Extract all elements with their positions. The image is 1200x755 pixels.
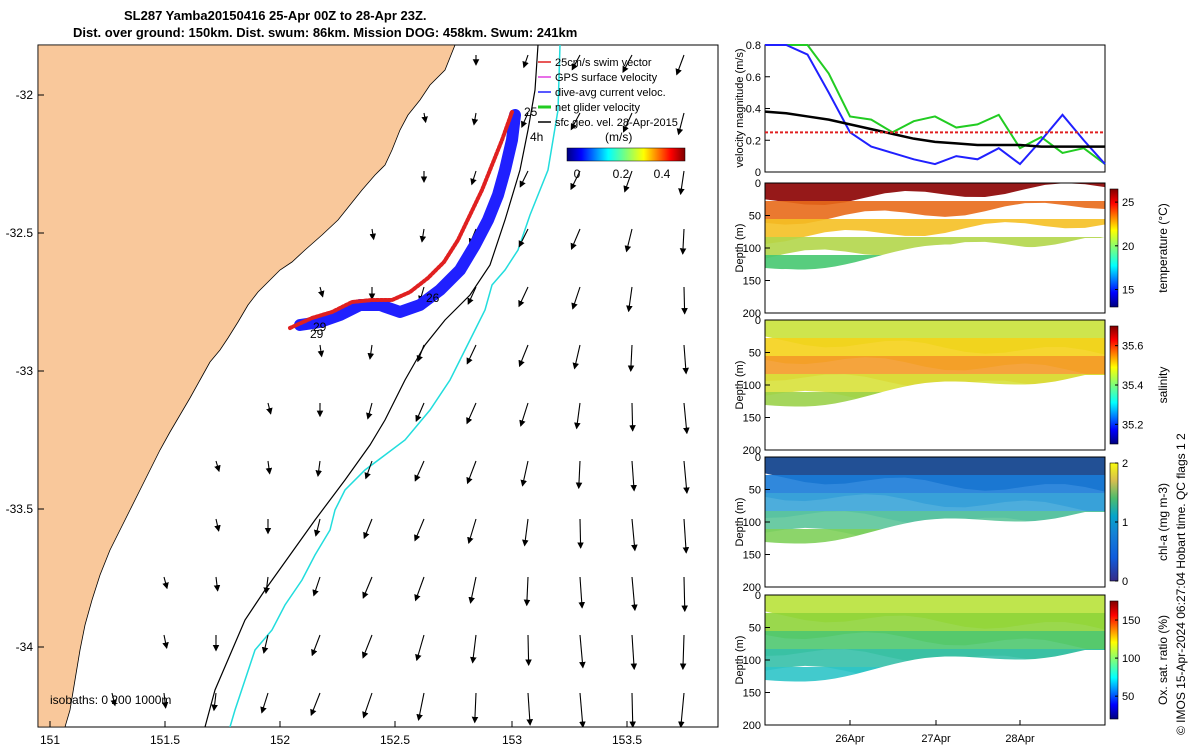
colorbar-tick-label: 100: [1122, 653, 1140, 665]
colorbar-label: temperature (°C): [1156, 203, 1170, 293]
map-panel: 25 26 29 29 4h isobaths: 0 200 1000m 151…: [6, 45, 718, 747]
depth-tick-label: 0: [755, 315, 761, 327]
depth-tick-label: 150: [743, 276, 761, 288]
velocity-tick-label: 0.4: [746, 104, 761, 116]
depth-tick-label: 50: [749, 485, 761, 497]
depth-axis-label: Depth (m): [734, 498, 746, 547]
depth-axis-label: Depth (m): [734, 636, 746, 685]
lon-tick-label: 153: [502, 733, 522, 747]
map-title-line2: Dist. over ground: 150km. Dist. swum: 86…: [73, 25, 577, 40]
velocity-tick-label: 0.6: [746, 72, 761, 84]
lon-tick-label: 153.5: [612, 733, 642, 747]
legend-entry: dive-avg current veloc.: [555, 87, 666, 99]
depth-tick-label: 50: [749, 348, 761, 360]
depth-tick-label: 150: [743, 550, 761, 562]
colorbar-tick-label: 50: [1122, 691, 1134, 703]
depth-tick-label: 50: [749, 623, 761, 635]
map-title-line1: SL287 Yamba20150416 25-Apr 00Z to 28-Apr…: [124, 8, 427, 23]
colorbar-tick-label: 150: [1122, 615, 1140, 627]
velocity-panel: 00.20.40.60.8 velocity magnitude (m/s): [734, 40, 1105, 179]
velocity-arrow: [528, 635, 529, 665]
colorbar-tick-label: 35.2: [1122, 419, 1143, 431]
colorbar-label: salinity: [1156, 367, 1170, 404]
depth-tick-label: 200: [743, 720, 761, 732]
colorbar-tick-label: 1: [1122, 517, 1128, 529]
footer-credit: © IMOS 15-Apr-2024 06:27:04 Hobart time.…: [1174, 433, 1188, 735]
depth-tick-label: 150: [743, 688, 761, 700]
depth-tick-label: 150: [743, 413, 761, 425]
colorbar-tick-label: 2: [1122, 458, 1128, 470]
lat-tick-label: -33.5: [6, 502, 34, 516]
speed-colorbar-tick: 0.4: [654, 167, 671, 181]
depth-tick-label: 0: [755, 452, 761, 464]
lat-tick-label: -32.5: [6, 226, 34, 240]
time-tick-label: 26Apr: [835, 733, 865, 745]
lat-tick-label: -33: [16, 364, 34, 378]
colorbar-unit-label: (m/s): [605, 130, 632, 144]
colorbar-tick-label: 35.6: [1122, 341, 1143, 353]
colorbar-tick-label: 25: [1122, 197, 1134, 209]
variable-colorbar: [1110, 601, 1118, 719]
lon-tick-label: 152.5: [380, 733, 410, 747]
legend-entry: sfc geo. vel. 28-Apr-2015: [555, 117, 678, 129]
depth-tick-label: 0: [755, 590, 761, 602]
legend-entry: net glider velocity: [555, 102, 640, 114]
time-tick-label: 28Apr: [1005, 733, 1035, 745]
depth-axis-label: Depth (m): [734, 224, 746, 273]
velocity-tick-label: 0.8: [746, 40, 761, 52]
velocity-tick-label: 0.2: [746, 135, 761, 147]
lat-tick-label: -34: [16, 640, 34, 654]
lat-tick-label: -32: [16, 88, 34, 102]
isobaths-label: isobaths: 0 200 1000m: [50, 693, 171, 707]
speed-colorbar-tick: 0.2: [613, 167, 630, 181]
velocity-ylabel: velocity magnitude (m/s): [734, 48, 746, 167]
lon-tick-label: 151.5: [150, 733, 180, 747]
lon-tick-label: 152: [270, 733, 290, 747]
velocity-arrow: [684, 287, 685, 314]
depth-axis-label: Depth (m): [734, 361, 746, 410]
colorbar-tick-label: 20: [1122, 241, 1134, 253]
colorbar-tick-label: 35.4: [1122, 380, 1143, 392]
speed-colorbar: [567, 148, 685, 161]
colorbar-label: Ox. sat. ratio (%): [1156, 615, 1170, 705]
depth-tick-label: 0: [755, 178, 761, 190]
track-label-29b: 29: [310, 327, 324, 341]
velocity-arrow: [632, 403, 633, 431]
speed-colorbar-tick: 0: [574, 167, 581, 181]
colorbar-label: chl-a (mg m-3): [1156, 483, 1170, 561]
legend-entry: GPS surface velocity: [555, 72, 658, 84]
depth-tick-label: 50: [749, 211, 761, 223]
time-step-label: 4h: [530, 130, 543, 144]
velocity-axes-frame: [765, 45, 1105, 172]
colorbar-tick-label: 15: [1122, 285, 1134, 297]
track-label-26: 26: [426, 291, 440, 305]
legend-entry: 25cm/s swim vector: [555, 57, 652, 69]
colorbar-tick-label: 0: [1122, 576, 1128, 588]
lon-tick-label: 151: [40, 733, 60, 747]
time-tick-label: 27Apr: [921, 733, 951, 745]
velocity-arrow: [580, 519, 581, 548]
track-label-25: 25: [524, 105, 538, 119]
